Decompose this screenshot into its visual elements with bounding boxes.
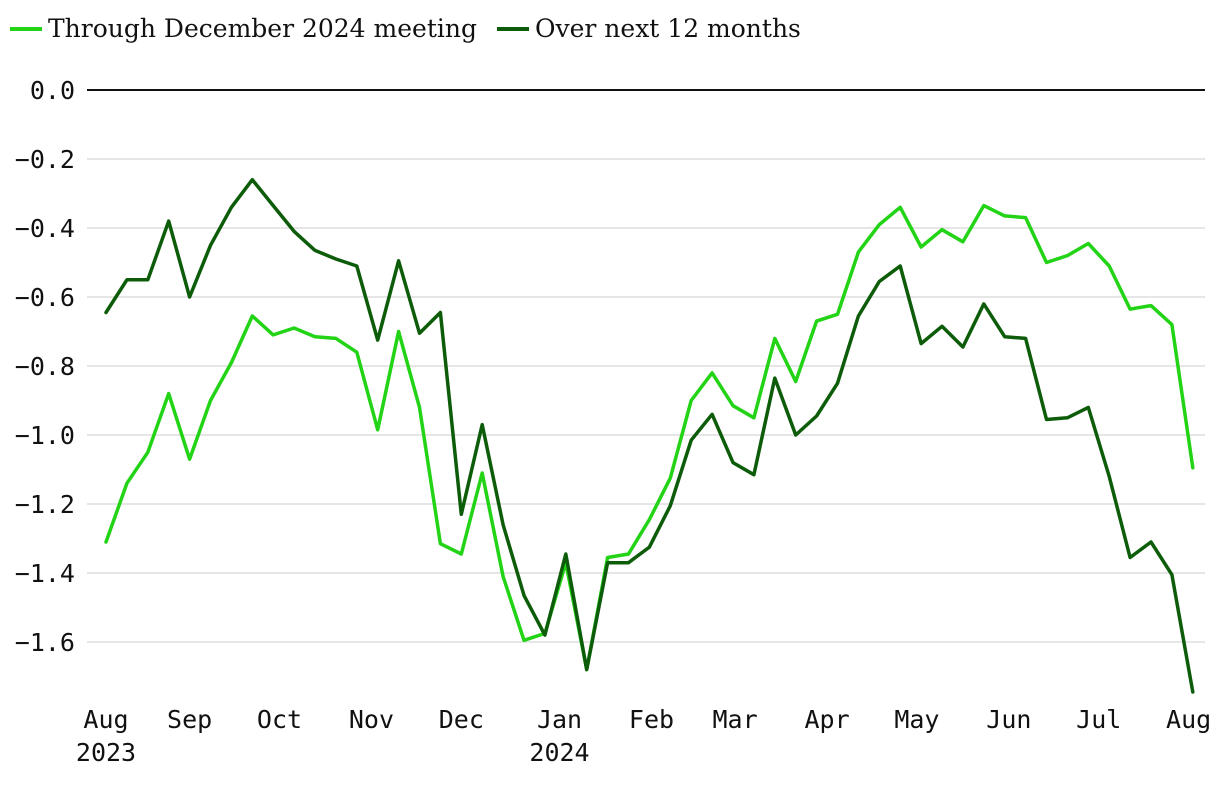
- y-tick-label: −0.8: [15, 352, 75, 381]
- y-tick-label: −0.2: [15, 145, 75, 174]
- x-tick-label: Jun: [986, 705, 1031, 734]
- x-tick-label: Aug: [83, 705, 128, 734]
- x-tick-year-label: 2023: [76, 738, 136, 767]
- x-tick-label: Feb: [629, 705, 674, 734]
- legend-item-next-12-months: Over next 12 months: [496, 14, 801, 43]
- y-tick-label: −0.4: [15, 214, 75, 243]
- x-tick-year-label: 2024: [529, 738, 589, 767]
- x-tick-label: Mar: [713, 705, 758, 734]
- y-tick-label: 0.0: [30, 76, 75, 105]
- legend-swatch-next-12-months: [496, 26, 529, 31]
- x-tick-label: Aug: [1166, 705, 1211, 734]
- x-tick-label: Nov: [349, 705, 394, 734]
- x-tick-label: Dec: [439, 705, 484, 734]
- x-tick-label: Sep: [167, 705, 212, 734]
- x-tick-label: Oct: [257, 705, 302, 734]
- legend: Through December 2024 meeting Over next …: [10, 14, 821, 43]
- x-tick-label: Jan: [537, 705, 582, 734]
- y-tick-label: −1.4: [15, 559, 75, 588]
- y-tick-label: −1.6: [15, 628, 75, 657]
- legend-swatch-through-december: [10, 26, 42, 31]
- legend-label-next-12-months: Over next 12 months: [534, 14, 801, 43]
- y-tick-label: −1.0: [15, 421, 75, 450]
- series-line-through-december: [104, 203, 1195, 672]
- y-tick-label: −0.6: [15, 283, 75, 312]
- x-tick-label: Apr: [804, 705, 849, 734]
- legend-label-through-december: Through December 2024 meeting: [48, 14, 477, 43]
- legend-item-through-december: Through December 2024 meeting: [10, 14, 477, 43]
- x-tick-label: Jul: [1076, 705, 1121, 734]
- series-line-next-12-months: [104, 177, 1195, 694]
- y-tick-label: −1.2: [15, 490, 75, 519]
- x-tick-label: May: [894, 705, 939, 734]
